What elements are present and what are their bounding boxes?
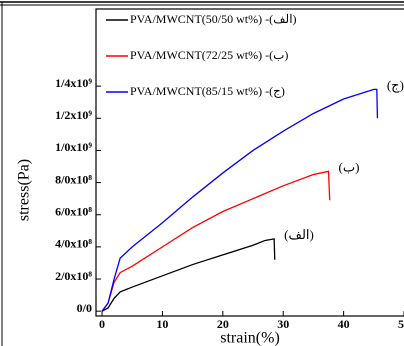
legend-label: (ج)- PVA/MWCNT(85/15 wt%) [130,84,285,98]
y-tick-label: 4/0x10⁸ [55,237,92,251]
y-tick-label: 0/0 [77,301,92,315]
y-axis-label: stress(Pa) [16,159,33,221]
y-tick-label: 1/4x10⁹ [55,76,92,90]
y-tick-label: 6/0x10⁸ [55,204,92,218]
x-tick-label: 0 [99,317,105,331]
x-tick-label: 50 [398,317,404,331]
curve-annotation: (ج) [387,77,404,93]
y-tick-label: 2/0x10⁸ [55,269,92,283]
x-tick-label: 10 [156,317,168,331]
curve-annotation: (الف) [284,227,314,242]
x-axis-label: strain(%) [220,330,280,346]
x-tick-label: 30 [277,317,289,331]
x-tick-label: 20 [217,317,229,331]
x-tick-label: 40 [338,317,350,331]
y-tick-label: 1/0x10⁹ [55,140,92,154]
curve-annotation: (ب) [339,159,360,174]
data-line [101,170,331,312]
y-tick-label: 8/0x10⁸ [55,172,92,186]
y-tick-label: 1/2x10⁹ [55,108,92,122]
legend-label: (الف)- PVA/MWCNT(50/50 wt%) [130,12,297,26]
plot-frame [95,8,404,317]
data-line [101,238,276,312]
legend-label: (ب)- PVA/MWCNT(72/25 wt%) [130,48,288,62]
data-line [101,88,379,312]
